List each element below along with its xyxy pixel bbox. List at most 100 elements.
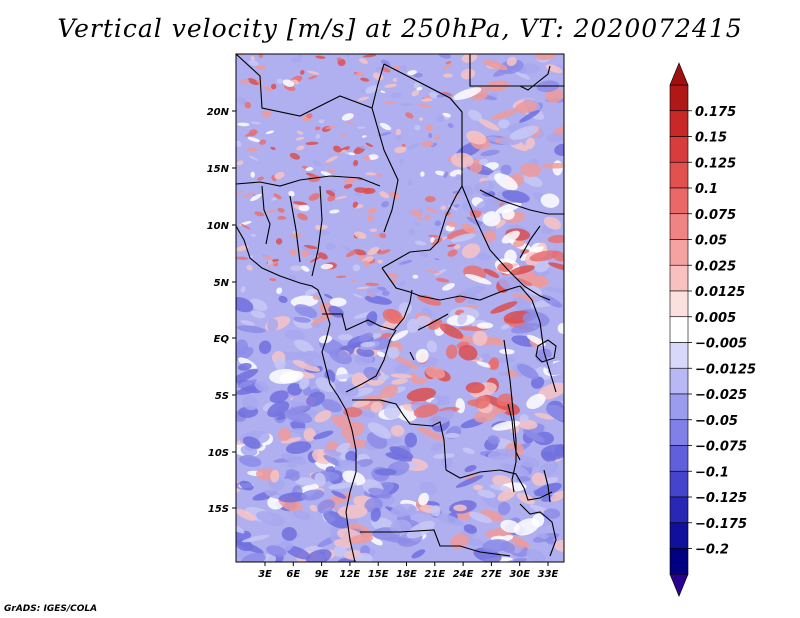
colorbar-label: −0.025 <box>695 388 747 403</box>
field-cell <box>376 173 383 178</box>
field-cell <box>237 362 252 371</box>
field-cell <box>428 318 443 330</box>
field-cell <box>447 215 454 219</box>
field-cell <box>318 252 328 260</box>
field-cell <box>509 125 539 140</box>
colorbar-swatch <box>669 136 689 163</box>
field-cell <box>419 251 429 258</box>
field-cell <box>500 164 512 176</box>
lat-tick-label: 15N <box>207 164 230 175</box>
field-cell <box>464 465 477 473</box>
field-cell <box>248 60 259 66</box>
field-cell <box>394 146 407 154</box>
field-cell <box>280 437 302 444</box>
field-cell <box>458 344 478 361</box>
field-cell <box>370 401 383 413</box>
field-cell <box>254 211 265 217</box>
field-cell <box>316 230 330 236</box>
field-cell <box>461 54 478 63</box>
field-cell <box>334 381 359 397</box>
field-cell <box>278 492 308 503</box>
field-cell <box>411 549 426 559</box>
field-cell <box>314 126 321 131</box>
border-ethiopia <box>479 189 564 259</box>
colorbar-swatch <box>669 419 689 446</box>
grads-credit: GrADS: IGES/COLA <box>4 604 98 614</box>
lon-tick-label: 18E <box>396 569 417 580</box>
field-cell <box>266 261 278 268</box>
field-cell <box>295 477 316 486</box>
lat-tick-label: 10N <box>207 221 230 232</box>
field-cell <box>369 228 378 233</box>
field-cell <box>383 536 414 544</box>
lon-tick-label: 12E <box>340 569 361 580</box>
field-cell <box>239 455 262 467</box>
field-cell <box>380 384 399 399</box>
border-namibia <box>360 529 511 557</box>
field-cell <box>490 109 518 120</box>
field-cell <box>247 78 260 86</box>
field-cell <box>267 400 290 418</box>
field-cell <box>270 146 276 151</box>
colorbar-label: −0.005 <box>695 337 747 352</box>
field-cell <box>384 83 397 88</box>
field-cell <box>241 395 259 411</box>
colorbar-swatch <box>669 522 689 549</box>
field-cell <box>357 255 367 260</box>
field-cell <box>453 87 482 101</box>
field-cell <box>250 171 255 178</box>
colorbar-label: −0.1 <box>695 465 729 480</box>
field-cell <box>490 301 518 314</box>
field-cell <box>323 454 343 467</box>
field-cell <box>262 256 273 260</box>
field-cell <box>404 432 418 448</box>
field-cell <box>328 482 357 490</box>
field-cell <box>540 193 560 208</box>
field-cell <box>250 310 266 319</box>
field-cell <box>420 171 425 177</box>
field-cell <box>276 78 283 84</box>
field-cell <box>406 318 420 334</box>
field-cell <box>255 64 267 70</box>
lat-tick-label: 15S <box>208 504 229 515</box>
field-cell <box>434 220 441 227</box>
field-cell <box>365 142 374 148</box>
field-cell <box>345 438 368 448</box>
field-cell <box>497 488 516 502</box>
field-cell <box>237 122 250 127</box>
field-cell <box>526 548 546 562</box>
border-drc-east <box>409 313 449 361</box>
field-cell <box>475 197 503 212</box>
border-north-2 <box>371 107 399 233</box>
field-cell <box>274 171 285 180</box>
field-cell <box>281 526 297 541</box>
field-cell <box>433 453 455 459</box>
field-cell <box>530 376 545 389</box>
field-cell <box>434 268 447 276</box>
field-cell <box>327 168 337 173</box>
field-cell <box>308 75 318 80</box>
field-cell <box>519 414 529 423</box>
field-cell <box>345 250 357 258</box>
field-cell <box>365 172 377 176</box>
lon-tick-label: 9E <box>315 569 329 580</box>
field-cell <box>323 510 349 529</box>
field-cell <box>502 190 530 203</box>
lon-tick-label: 30E <box>509 569 530 580</box>
field-cell <box>427 234 440 238</box>
field-cell <box>329 348 353 365</box>
colorbar: 0.175 0.15 0.125 0.1 0.075 0.05 0.025 0.0125 0.0… <box>669 62 756 598</box>
field-cell <box>240 552 266 562</box>
field-cell <box>534 412 555 420</box>
lon-tick-label: 27E <box>481 569 502 580</box>
field-cell <box>407 505 418 516</box>
field-cell <box>385 265 391 269</box>
field-cell <box>374 468 397 476</box>
field-cell <box>357 145 372 150</box>
field-cell <box>392 355 419 370</box>
field-cell <box>389 446 414 460</box>
field-cell <box>333 145 342 153</box>
field-cell <box>293 201 307 206</box>
field-cell <box>362 54 377 58</box>
field-cell <box>453 504 467 512</box>
